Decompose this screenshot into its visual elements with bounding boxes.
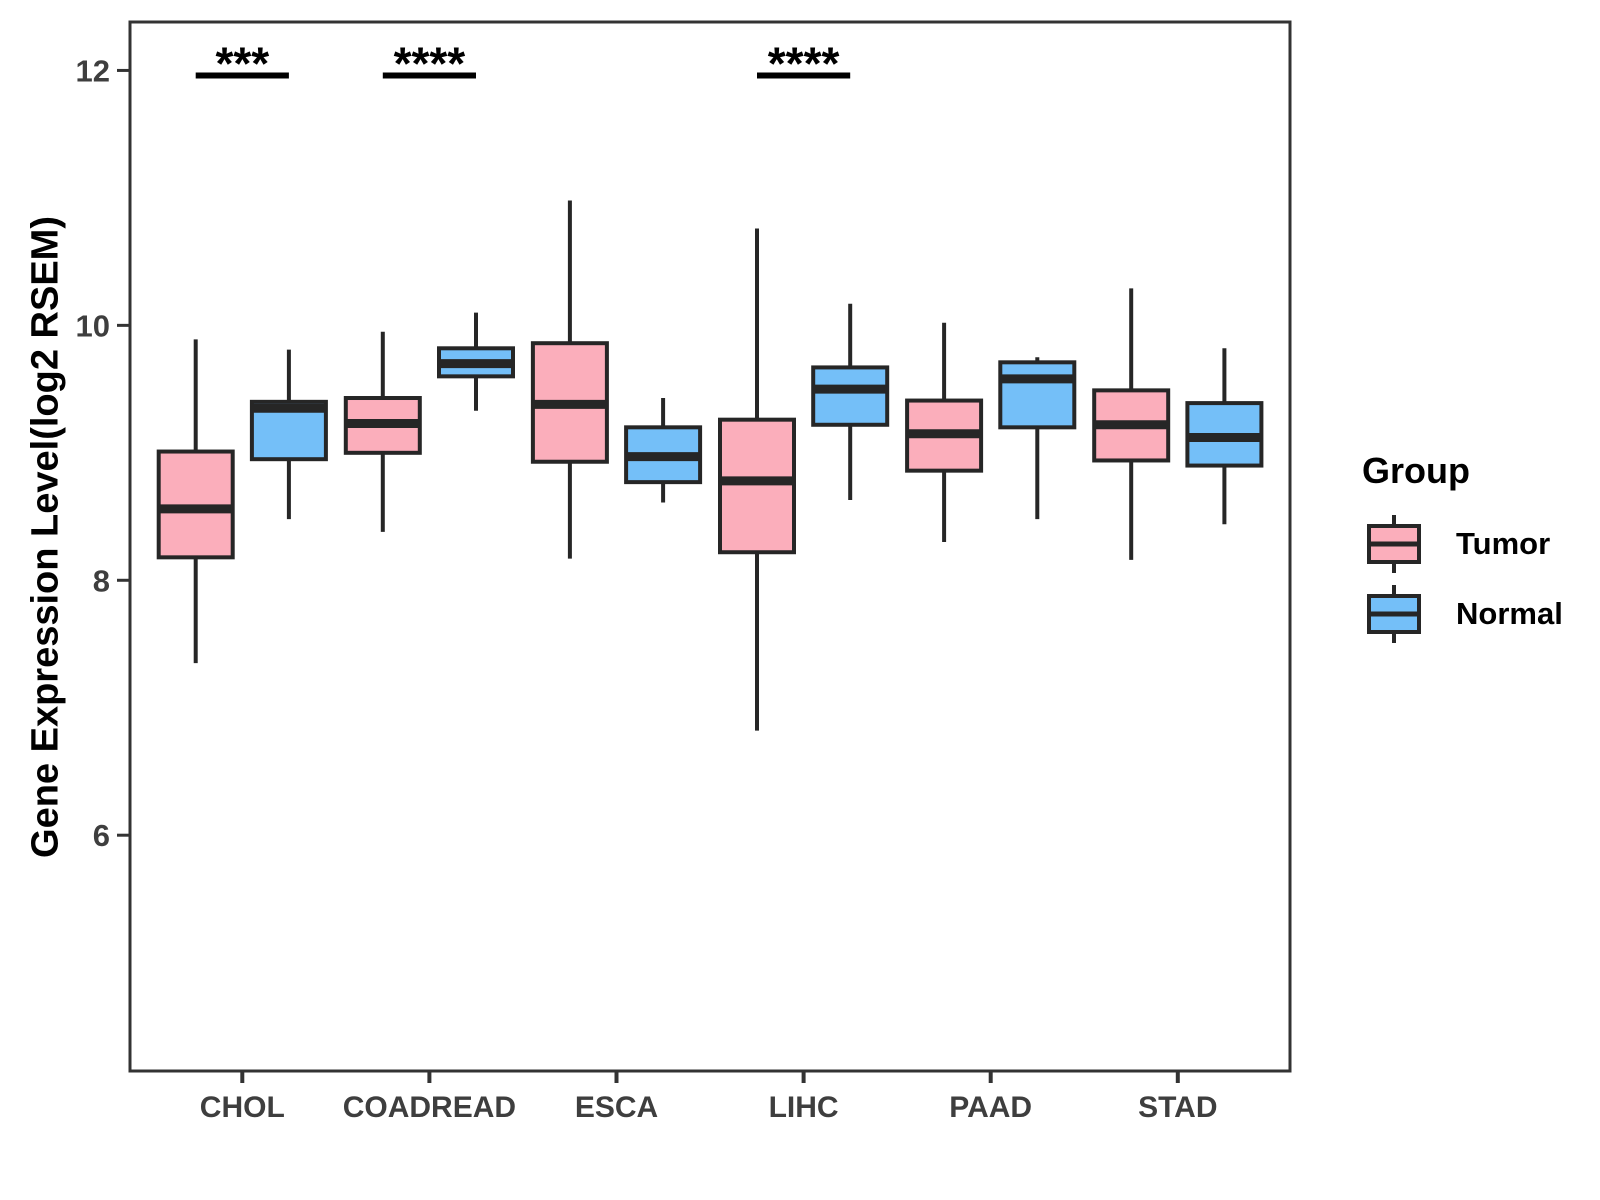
legend: Group Tumor Normal <box>1360 450 1590 643</box>
x-tick-label-ESCA: ESCA <box>575 1091 658 1124</box>
legend-item-label: Normal <box>1456 596 1563 631</box>
x-tick-label-PAAD: PAAD <box>949 1091 1032 1124</box>
y-tick-label-6: 6 <box>93 818 110 853</box>
significance-stars-COADREAD: **** <box>394 38 466 90</box>
legend-key-tumor-icon <box>1367 515 1421 573</box>
y-tick-label-12: 12 <box>76 53 110 88</box>
x-tick-label-LIHC: LIHC <box>769 1091 839 1124</box>
legend-item-tumor: Tumor <box>1366 512 1550 576</box>
box-Tumor-LIHC <box>718 417 796 555</box>
x-tick-label-CHOL: CHOL <box>200 1091 285 1124</box>
y-tick-label-8: 8 <box>93 563 110 598</box>
legend-title: Group <box>1362 450 1470 491</box>
panel-border <box>128 20 1292 1073</box>
legend-item-normal: Normal <box>1366 582 1563 646</box>
box-Normal-PAAD <box>998 360 1077 430</box>
x-tick-label-COADREAD: COADREAD <box>343 1091 516 1124</box>
y-tick-label-10: 10 <box>76 308 110 343</box>
significance-stars-LIHC: **** <box>768 38 840 90</box>
x-tick-label-STAD: STAD <box>1138 1091 1217 1124</box>
significance-stars-CHOL: *** <box>215 38 269 90</box>
legend-item-label: Tumor <box>1456 526 1551 561</box>
y-axis-title: Gene Expression Level(log2 RSEM) <box>24 216 67 858</box>
legend-key-normal-icon <box>1367 585 1421 643</box>
box-Normal-LIHC <box>811 365 890 427</box>
